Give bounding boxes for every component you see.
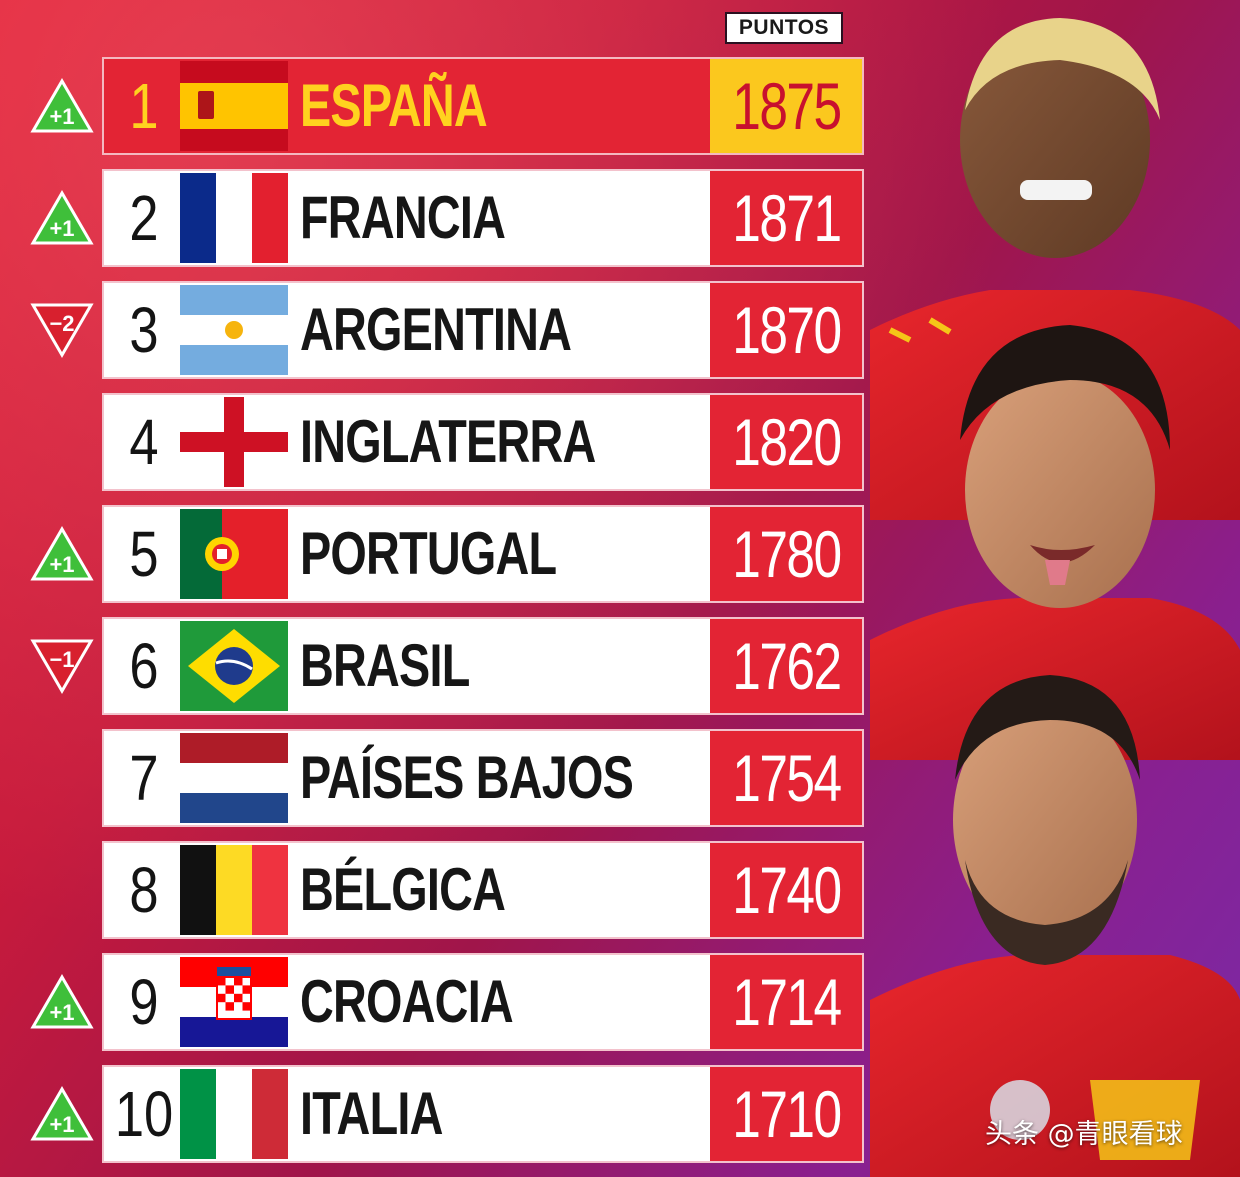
rank-number: 7 bbox=[129, 742, 159, 814]
rank-number: 8 bbox=[129, 854, 159, 926]
svg-text:−1: −1 bbox=[49, 647, 74, 672]
table-row: 6 BRASIL 1762 bbox=[102, 617, 864, 715]
svg-text:−2: −2 bbox=[49, 311, 74, 336]
country-name: INGLATERRA bbox=[300, 408, 596, 475]
country-name: BRASIL bbox=[300, 632, 470, 699]
rank-number: 2 bbox=[129, 182, 159, 254]
country-name: PAÍSES BAJOS bbox=[300, 744, 634, 811]
rank-up-icon: +1 bbox=[30, 974, 94, 1030]
rank-number: 10 bbox=[114, 1078, 174, 1150]
points-value: 1780 bbox=[710, 507, 862, 601]
table-row: 1 ESPAÑA 1875 bbox=[102, 57, 864, 155]
table-row: 3 ARGENTINA 1870 bbox=[102, 281, 864, 379]
country-name: ESPAÑA bbox=[300, 72, 488, 139]
rank-up-icon: +1 bbox=[30, 78, 94, 134]
table-row: 7 PAÍSES BAJOS 1754 bbox=[102, 729, 864, 827]
rank-number: 9 bbox=[129, 966, 159, 1038]
france-flag-icon bbox=[180, 173, 288, 263]
argentina-flag-icon bbox=[180, 285, 288, 375]
points-value: 1754 bbox=[710, 731, 862, 825]
portugal-flag-icon bbox=[180, 509, 288, 599]
svg-text:+1: +1 bbox=[49, 216, 74, 241]
country-name: CROACIA bbox=[300, 968, 514, 1035]
country-name: FRANCIA bbox=[300, 184, 506, 251]
points-value: 1762 bbox=[710, 619, 862, 713]
rank-down-icon: −1 bbox=[30, 638, 94, 694]
svg-text:+1: +1 bbox=[49, 104, 74, 129]
rank-number: 5 bbox=[129, 518, 159, 590]
rank-number: 4 bbox=[129, 406, 159, 478]
points-value: 1740 bbox=[710, 843, 862, 937]
points-value: 1710 bbox=[710, 1067, 862, 1161]
watermark: 头条 @青眼看球 bbox=[985, 1119, 1183, 1150]
rank-down-icon: −2 bbox=[30, 302, 94, 358]
points-value: 1820 bbox=[710, 395, 862, 489]
svg-text:+1: +1 bbox=[49, 552, 74, 577]
table-row: 4 INGLATERRA 1820 bbox=[102, 393, 864, 491]
brazil-flag-icon bbox=[180, 621, 288, 711]
table-row: 9 CROACIA 1714 bbox=[102, 953, 864, 1051]
rank-up-icon: +1 bbox=[30, 526, 94, 582]
croatia-flag-icon bbox=[180, 957, 288, 1047]
points-value: 1875 bbox=[710, 59, 862, 153]
rank-number: 3 bbox=[129, 294, 159, 366]
netherlands-flag-icon bbox=[180, 733, 288, 823]
rank-number: 6 bbox=[129, 630, 159, 702]
puntos-header: PUNTOS bbox=[725, 12, 843, 44]
country-name: PORTUGAL bbox=[300, 520, 557, 587]
italy-flag-icon bbox=[180, 1069, 288, 1159]
svg-text:+1: +1 bbox=[49, 1000, 74, 1025]
table-row: 8 BÉLGICA 1740 bbox=[102, 841, 864, 939]
rank-number: 1 bbox=[129, 70, 159, 142]
belgium-flag-icon bbox=[180, 845, 288, 935]
points-value: 1714 bbox=[710, 955, 862, 1049]
country-name: BÉLGICA bbox=[300, 856, 506, 923]
table-row: 10 ITALIA 1710 bbox=[102, 1065, 864, 1163]
spain-flag-icon bbox=[180, 61, 288, 151]
points-value: 1871 bbox=[710, 171, 862, 265]
players-photo bbox=[870, 0, 1240, 1177]
country-name: ITALIA bbox=[300, 1080, 443, 1147]
rank-up-icon: +1 bbox=[30, 190, 94, 246]
points-value: 1870 bbox=[710, 283, 862, 377]
table-row: 2 FRANCIA 1871 bbox=[102, 169, 864, 267]
svg-text:+1: +1 bbox=[49, 1112, 74, 1137]
england-flag-icon bbox=[180, 397, 288, 487]
country-name: ARGENTINA bbox=[300, 296, 572, 363]
table-row: 5 PORTUGAL 1780 bbox=[102, 505, 864, 603]
rank-up-icon: +1 bbox=[30, 1086, 94, 1142]
